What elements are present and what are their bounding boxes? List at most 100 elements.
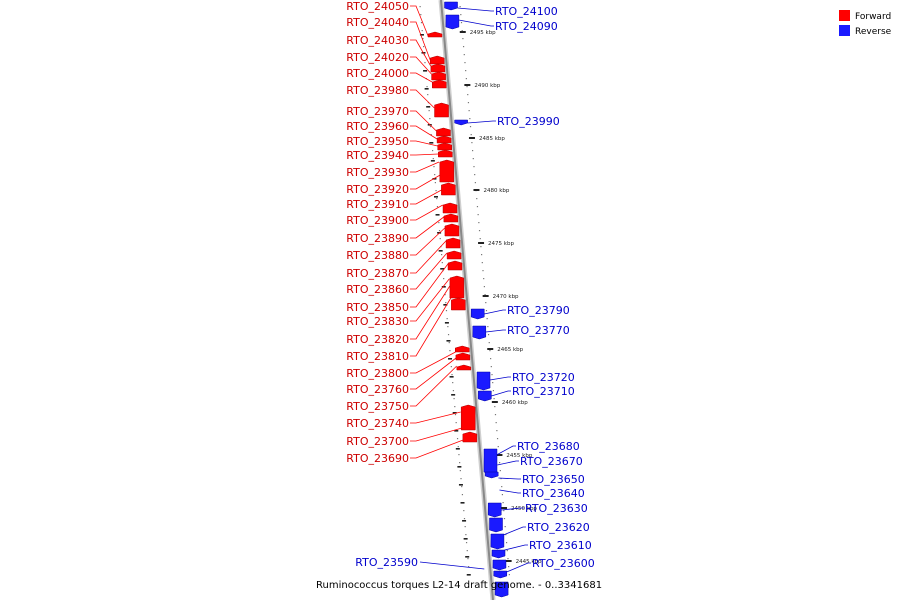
forward-leader-line xyxy=(410,140,438,147)
forward-gene-block xyxy=(439,159,455,183)
tick-dash xyxy=(430,160,435,162)
minor-dot xyxy=(449,350,451,352)
forward-gene-block xyxy=(447,260,463,271)
major-tick-label: 2480 kbp xyxy=(483,188,509,194)
minor-dot xyxy=(502,502,504,504)
minor-dot xyxy=(465,78,467,80)
minor-dot xyxy=(432,158,434,160)
forward-gene-block xyxy=(430,63,446,73)
reverse-gene-block xyxy=(489,517,503,533)
major-tick-label: 2450 kbp xyxy=(511,506,537,512)
reverse-gene-label: RTO_23650 xyxy=(522,473,585,486)
minor-dot xyxy=(490,358,492,360)
tick-dash xyxy=(465,556,470,558)
major-tick-label: 2475 kbp xyxy=(488,241,514,247)
minor-dot xyxy=(504,526,506,528)
tick-dash xyxy=(448,358,453,360)
reverse-gene-block xyxy=(472,325,487,340)
tick-dash xyxy=(446,340,451,342)
minor-dot xyxy=(466,550,468,552)
forward-leader-line xyxy=(410,39,432,67)
forward-gene-block xyxy=(456,364,472,371)
reverse-leader-line xyxy=(503,526,526,536)
reverse-gene-block xyxy=(445,14,460,30)
minor-dot xyxy=(452,382,454,384)
minor-dot xyxy=(447,334,450,336)
minor-dot xyxy=(441,254,443,256)
minor-dot xyxy=(448,342,450,344)
minor-dot xyxy=(486,318,488,320)
reverse-gene-label: RTO_23710 xyxy=(512,385,575,398)
minor-dot xyxy=(444,294,446,296)
tick-dash xyxy=(457,466,462,468)
minor-dot xyxy=(465,542,468,544)
tick-dash xyxy=(460,502,465,504)
minor-dot xyxy=(474,174,476,176)
tick-dash xyxy=(440,268,445,270)
minor-dot xyxy=(466,86,468,88)
minor-dot xyxy=(445,302,447,304)
forward-leader-line xyxy=(410,153,439,156)
minor-dot xyxy=(436,206,439,208)
forward-gene-label: RTO_23820 xyxy=(346,333,409,346)
minor-dot xyxy=(461,486,463,488)
minor-dot xyxy=(458,454,460,456)
minor-dot xyxy=(508,574,510,576)
reverse-leader-line xyxy=(491,390,511,397)
forward-gene-label: RTO_23850 xyxy=(346,301,409,314)
reverse-leader-line xyxy=(419,561,485,570)
minor-dot xyxy=(472,158,474,160)
reverse-gene-label: RTO_23590 xyxy=(355,556,418,569)
reverse-leader-line xyxy=(489,376,511,381)
forward-gene-label: RTO_23930 xyxy=(346,166,409,179)
reverse-leader-line xyxy=(457,7,494,12)
reverse-leader-line xyxy=(484,309,506,315)
forward-gene-block xyxy=(455,352,471,361)
minor-dot xyxy=(494,406,496,408)
minor-dot xyxy=(469,118,471,120)
reverse-gene-label: RTO_23680 xyxy=(517,440,580,453)
tick-dash xyxy=(449,376,454,378)
reverse-gene-block xyxy=(470,308,485,320)
minor-dot xyxy=(460,14,462,16)
forward-gene-label: RTO_24020 xyxy=(346,51,409,64)
minor-dot xyxy=(422,38,424,40)
reverse-gene-label: RTO_23670 xyxy=(520,455,583,468)
forward-gene-label: RTO_23700 xyxy=(346,435,409,448)
gene-layer xyxy=(427,1,509,598)
forward-gene-block xyxy=(441,182,456,196)
minor-dot xyxy=(476,206,479,208)
minor-dot xyxy=(501,486,503,488)
tick-dash xyxy=(458,484,463,486)
forward-gene-label: RTO_23830 xyxy=(346,315,409,328)
forward-leader-line xyxy=(410,252,448,290)
forward-gene-label: RTO_23920 xyxy=(346,183,409,196)
major-tick-label: 2465 kbp xyxy=(497,347,523,353)
reverse-gene-block xyxy=(476,371,491,391)
minor-dot xyxy=(471,142,473,144)
minor-dot xyxy=(481,254,483,256)
reverse-gene-block xyxy=(484,471,499,479)
forward-leader-line xyxy=(410,216,445,239)
legend-reverse-label: Reverse xyxy=(855,27,892,37)
reverse-gene-label: RTO_23770 xyxy=(507,324,570,337)
tick-dash xyxy=(424,88,429,90)
minor-dot xyxy=(422,46,425,48)
reverse-gene-block xyxy=(483,448,498,475)
tick-dash xyxy=(466,574,471,576)
tick-dash xyxy=(432,178,437,180)
minor-dot xyxy=(500,478,502,480)
minor-dot xyxy=(463,518,466,520)
forward-leader-line xyxy=(410,110,437,132)
forward-gene-label: RTO_24050 xyxy=(346,0,409,13)
minor-dot xyxy=(496,430,498,432)
reverse-gene-block xyxy=(491,549,506,559)
forward-leader-line xyxy=(410,72,433,83)
forward-gene-label: RTO_23940 xyxy=(346,149,409,162)
forward-gene-label: RTO_23980 xyxy=(346,84,409,97)
minor-dot xyxy=(438,230,441,232)
forward-gene-label: RTO_23950 xyxy=(346,135,409,148)
minor-dot xyxy=(419,6,421,8)
forward-gene-label: RTO_23890 xyxy=(346,232,409,245)
reverse-gene-label: RTO_24090 xyxy=(495,20,558,33)
